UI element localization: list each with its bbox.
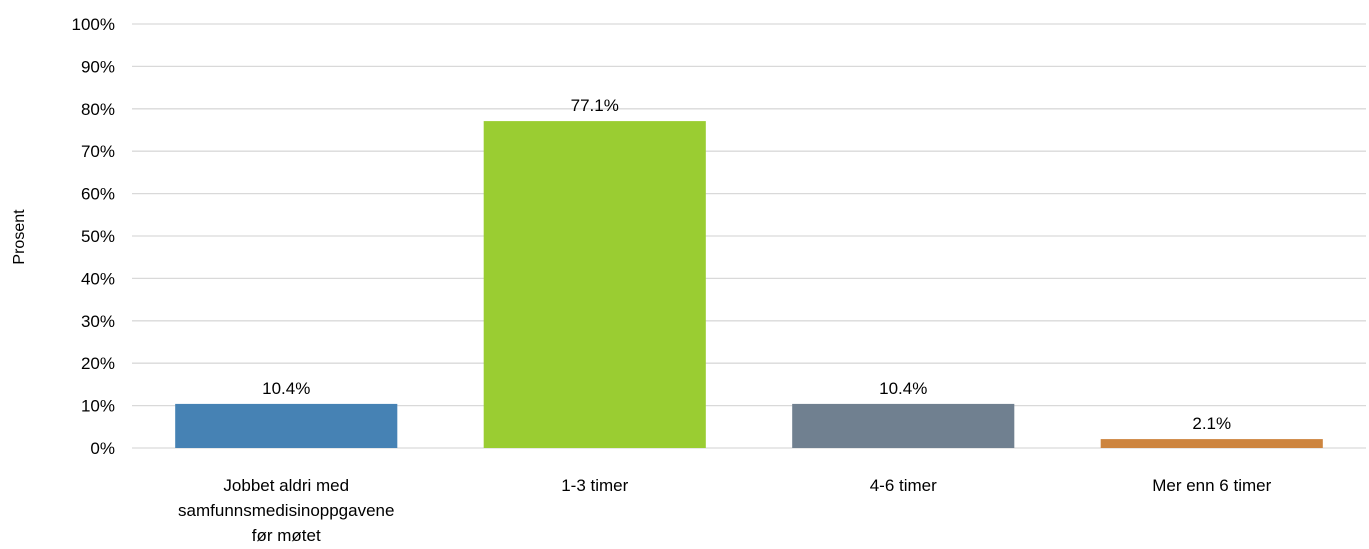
y-tick-label: 90% xyxy=(81,57,115,76)
y-tick-label: 30% xyxy=(81,312,115,331)
category-label-line: Mer enn 6 timer xyxy=(1152,476,1271,495)
bar xyxy=(175,403,398,448)
category-label: 1-3 timer xyxy=(561,476,628,495)
y-tick-label: 60% xyxy=(81,185,115,204)
y-axis-tick-labels: 0% 10% 20% 30% 40% 50% 60% 70% 80% 90% 100% xyxy=(72,15,115,458)
y-tick-label: 50% xyxy=(81,227,115,246)
bar xyxy=(483,121,706,448)
category-label-line: før møtet xyxy=(252,526,321,545)
category-label: 4-6 timer xyxy=(870,476,937,495)
y-tick-label: 0% xyxy=(90,439,115,458)
bar xyxy=(792,403,1015,448)
y-tick-label: 10% xyxy=(81,397,115,416)
category-label-line: 4-6 timer xyxy=(870,476,937,495)
data-label: 10.4% xyxy=(262,379,310,398)
category-label: Jobbet aldri med samfunnsmedisinoppgavene… xyxy=(178,476,394,545)
y-tick-label: 20% xyxy=(81,354,115,373)
y-tick-label: 100% xyxy=(72,15,115,34)
data-label: 77.1% xyxy=(571,96,619,115)
category-label-line: 1-3 timer xyxy=(561,476,628,495)
data-label: 2.1% xyxy=(1192,414,1231,433)
gridlines xyxy=(132,23,1366,449)
x-axis-category-labels: Jobbet aldri med samfunnsmedisinoppgavene… xyxy=(178,476,1272,545)
category-label-line: Jobbet aldri med xyxy=(223,476,349,495)
data-labels: 10.4% 77.1% 10.4% 2.1% xyxy=(262,96,1231,433)
category-label: Mer enn 6 timer xyxy=(1152,476,1271,495)
bars xyxy=(175,121,1323,448)
y-axis-label: Prosent xyxy=(11,209,28,265)
y-tick-label: 80% xyxy=(81,100,115,119)
y-tick-label: 70% xyxy=(81,142,115,161)
bar xyxy=(1100,439,1323,448)
category-label-line: samfunnsmedisinoppgavene xyxy=(178,501,394,520)
data-label: 10.4% xyxy=(879,379,927,398)
y-tick-label: 40% xyxy=(81,269,115,288)
